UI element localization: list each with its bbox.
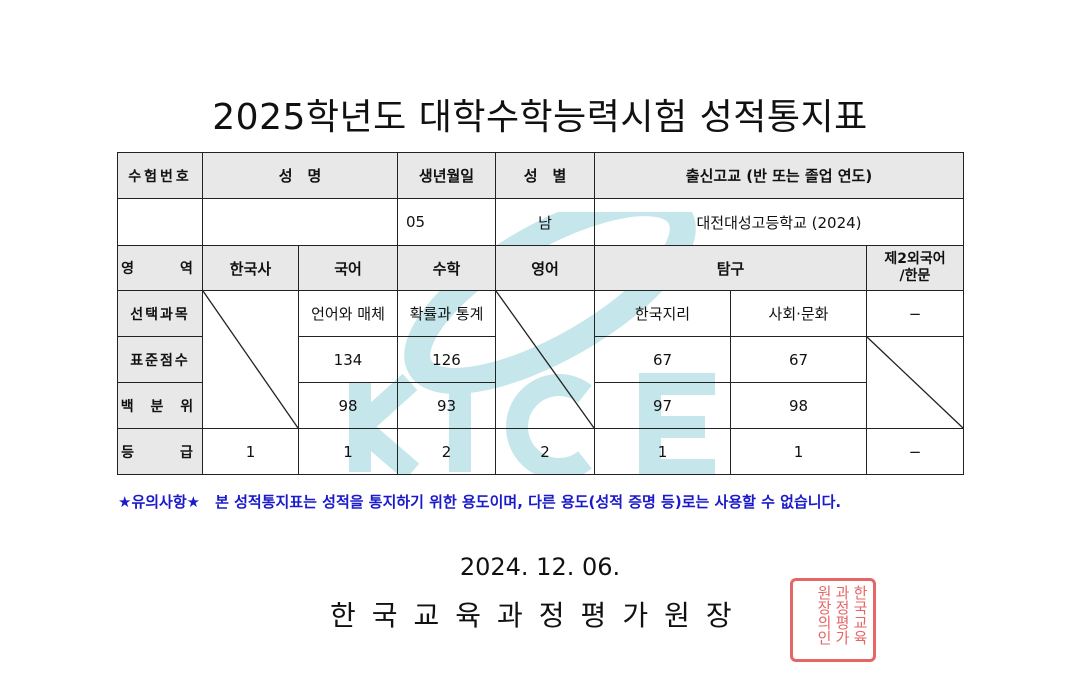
elective-label: 선택과목 bbox=[117, 290, 203, 337]
issue-date: 2024. 12. 06. bbox=[459, 553, 621, 581]
grade-label: 등 급 bbox=[117, 428, 203, 475]
subject-foreign: 제2외국어 /한문 bbox=[866, 245, 964, 291]
percentile-inquiry1: 97 bbox=[594, 382, 731, 429]
grade-korean: 1 bbox=[298, 428, 398, 475]
percentile-inquiry2: 98 bbox=[730, 382, 867, 429]
gender-value: 남 bbox=[495, 198, 595, 246]
percentile-label: 백 분 위 bbox=[117, 382, 203, 429]
area-label: 영 역 bbox=[117, 245, 203, 291]
grade-inquiry2: 1 bbox=[730, 428, 867, 475]
percentile-math: 93 bbox=[397, 382, 496, 429]
birth-header: 생년월일 bbox=[397, 152, 496, 199]
standard-inquiry2: 67 bbox=[730, 336, 867, 383]
foreign-empty bbox=[866, 336, 964, 429]
standard-label: 표준점수 bbox=[117, 336, 203, 383]
grade-inquiry1: 1 bbox=[594, 428, 731, 475]
standard-korean: 134 bbox=[298, 336, 398, 383]
subject-korean: 국어 bbox=[298, 245, 398, 291]
elective-foreign: − bbox=[866, 290, 964, 337]
name-header: 성 명 bbox=[202, 152, 398, 199]
notice-text: ★유의사항★ 본 성적통지표는 성적을 통지하기 위한 용도이며, 다른 용도(… bbox=[118, 493, 842, 511]
exam-no-header: 수험번호 bbox=[117, 152, 203, 199]
subject-history: 한국사 bbox=[202, 245, 299, 291]
school-value: 대전대성고등학교 (2024) bbox=[594, 198, 964, 246]
grade-math: 2 bbox=[397, 428, 496, 475]
grade-foreign: − bbox=[866, 428, 964, 475]
name-value bbox=[202, 198, 398, 246]
birth-value: 05 bbox=[397, 198, 496, 246]
exam-no-value bbox=[117, 198, 203, 246]
subject-math: 수학 bbox=[397, 245, 496, 291]
page-title: 2025학년도 대학수학능력시험 성적통지표 bbox=[212, 97, 868, 138]
score-table: 수험번호 성 명 생년월일 성 별 출신고교 (반 또는 졸업 연도) 05 남… bbox=[117, 152, 964, 475]
elective-korean: 언어와 매체 bbox=[298, 290, 398, 337]
school-header: 출신고교 (반 또는 졸업 연도) bbox=[594, 152, 964, 199]
percentile-korean: 98 bbox=[298, 382, 398, 429]
official-seal: 한국교육과정평가원장의인 bbox=[790, 578, 876, 662]
elective-math: 확률과 통계 bbox=[397, 290, 496, 337]
elective-inquiry2: 사회·문화 bbox=[730, 290, 867, 337]
subject-english: 영어 bbox=[495, 245, 595, 291]
standard-math: 126 bbox=[397, 336, 496, 383]
elective-inquiry1: 한국지리 bbox=[594, 290, 731, 337]
grade-english: 2 bbox=[495, 428, 595, 475]
grade-history: 1 bbox=[202, 428, 299, 475]
issuer-name: 한국교육과정평가원장 bbox=[330, 599, 748, 632]
history-empty bbox=[202, 290, 299, 429]
english-empty bbox=[495, 290, 595, 429]
subject-inquiry: 탐구 bbox=[594, 245, 867, 291]
gender-header: 성 별 bbox=[495, 152, 595, 199]
standard-inquiry1: 67 bbox=[594, 336, 731, 383]
